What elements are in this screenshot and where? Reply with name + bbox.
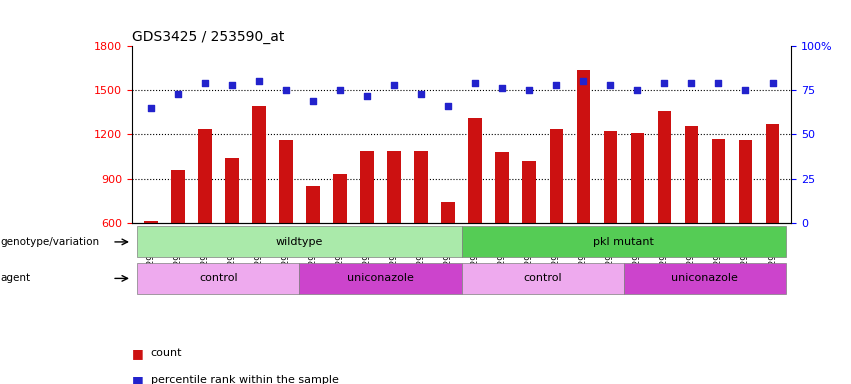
Point — [603, 82, 617, 88]
Point — [334, 87, 347, 93]
Bar — [550, 129, 563, 223]
Bar — [631, 133, 644, 223]
Bar — [442, 202, 455, 223]
Point — [198, 80, 212, 86]
Bar — [144, 220, 157, 223]
Text: uniconazole: uniconazole — [347, 273, 414, 283]
Text: uniconazole: uniconazole — [671, 273, 739, 283]
Bar — [495, 152, 509, 223]
Bar — [685, 126, 698, 223]
Bar — [523, 161, 536, 223]
Bar — [711, 139, 725, 223]
Bar — [252, 106, 266, 223]
Bar — [658, 111, 671, 223]
Point — [711, 80, 725, 86]
Bar — [306, 186, 320, 223]
Point — [414, 91, 428, 97]
Point — [576, 78, 590, 84]
Text: ■: ■ — [132, 374, 144, 384]
Point — [252, 78, 266, 84]
Text: count: count — [151, 348, 182, 358]
Bar — [226, 158, 238, 223]
Bar — [576, 70, 590, 223]
Bar — [468, 118, 482, 223]
Text: pkl mutant: pkl mutant — [593, 237, 654, 247]
Point — [658, 80, 671, 86]
Point — [495, 85, 509, 91]
Point — [684, 80, 698, 86]
Bar — [414, 151, 428, 223]
Point — [739, 87, 752, 93]
Bar — [624, 263, 786, 294]
Bar — [603, 131, 617, 223]
Point — [144, 105, 157, 111]
Bar — [300, 263, 461, 294]
Point — [171, 91, 185, 97]
Point — [360, 93, 374, 99]
Bar — [334, 174, 347, 223]
Bar — [137, 227, 461, 258]
Bar — [461, 263, 624, 294]
Point — [766, 80, 780, 86]
Point — [631, 87, 644, 93]
Point — [442, 103, 455, 109]
Bar — [739, 140, 752, 223]
Point — [387, 82, 401, 88]
Bar — [360, 151, 374, 223]
Bar — [198, 129, 212, 223]
Point — [550, 82, 563, 88]
Text: agent: agent — [0, 273, 30, 283]
Text: control: control — [199, 273, 237, 283]
Bar — [137, 263, 300, 294]
Point — [523, 87, 536, 93]
Bar — [171, 170, 185, 223]
Text: wildtype: wildtype — [276, 237, 323, 247]
Point — [468, 80, 482, 86]
Point — [226, 82, 239, 88]
Text: percentile rank within the sample: percentile rank within the sample — [151, 375, 339, 384]
Text: control: control — [523, 273, 562, 283]
Point — [306, 98, 320, 104]
Bar — [387, 151, 401, 223]
Text: ■: ■ — [132, 347, 144, 360]
Text: GDS3425 / 253590_at: GDS3425 / 253590_at — [132, 30, 284, 44]
Text: genotype/variation: genotype/variation — [0, 237, 99, 247]
Point — [279, 87, 293, 93]
Bar — [461, 227, 786, 258]
Bar — [766, 124, 780, 223]
Bar — [279, 140, 293, 223]
